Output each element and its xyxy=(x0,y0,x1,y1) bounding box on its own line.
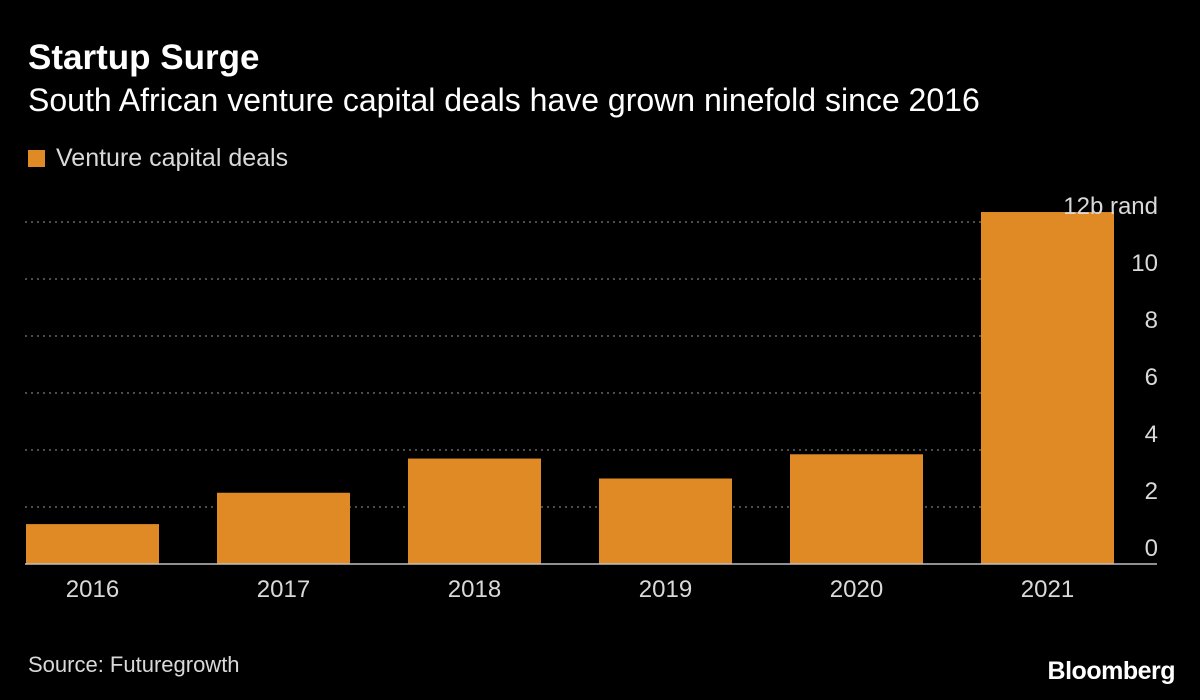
x-category-label: 2018 xyxy=(448,576,501,603)
x-category-label: 2019 xyxy=(639,576,692,603)
chart-title: Startup Surge xyxy=(28,38,260,77)
bar-2021 xyxy=(981,212,1114,564)
chart-subtitle: South African venture capital deals have… xyxy=(28,82,980,118)
bar-2020 xyxy=(790,454,923,564)
y-tick-label: 4 xyxy=(1145,421,1158,448)
bar-2016 xyxy=(26,524,159,564)
source-note: Source: Futuregrowth xyxy=(28,652,240,677)
y-tick-label: 0 xyxy=(1145,535,1158,562)
bar-2017 xyxy=(217,492,350,564)
x-category-label: 2016 xyxy=(66,576,119,603)
y-tick-label: 6 xyxy=(1145,364,1158,391)
x-category-label: 2020 xyxy=(830,576,883,603)
legend: Venture capital deals xyxy=(28,144,288,173)
bloomberg-logo: Bloomberg xyxy=(1047,657,1176,685)
y-tick-label: 8 xyxy=(1145,307,1158,334)
bar-2019 xyxy=(599,478,732,564)
legend-swatch xyxy=(28,150,45,167)
y-tick-label: 2 xyxy=(1145,478,1158,505)
x-category-labels: 2016 2017 2018 2019 2020 2021 xyxy=(66,576,1074,603)
y-tick-labels: 0 2 4 6 8 10 12b rand xyxy=(1063,193,1158,562)
bar-2018 xyxy=(408,458,541,564)
legend-label: Venture capital deals xyxy=(56,144,289,172)
y-unit-label: 12b rand xyxy=(1063,193,1158,220)
bars xyxy=(26,212,1114,564)
x-category-label: 2021 xyxy=(1021,576,1074,603)
y-tick-label: 10 xyxy=(1131,250,1158,277)
grid-lines xyxy=(25,221,1116,508)
x-category-label: 2017 xyxy=(257,576,310,603)
